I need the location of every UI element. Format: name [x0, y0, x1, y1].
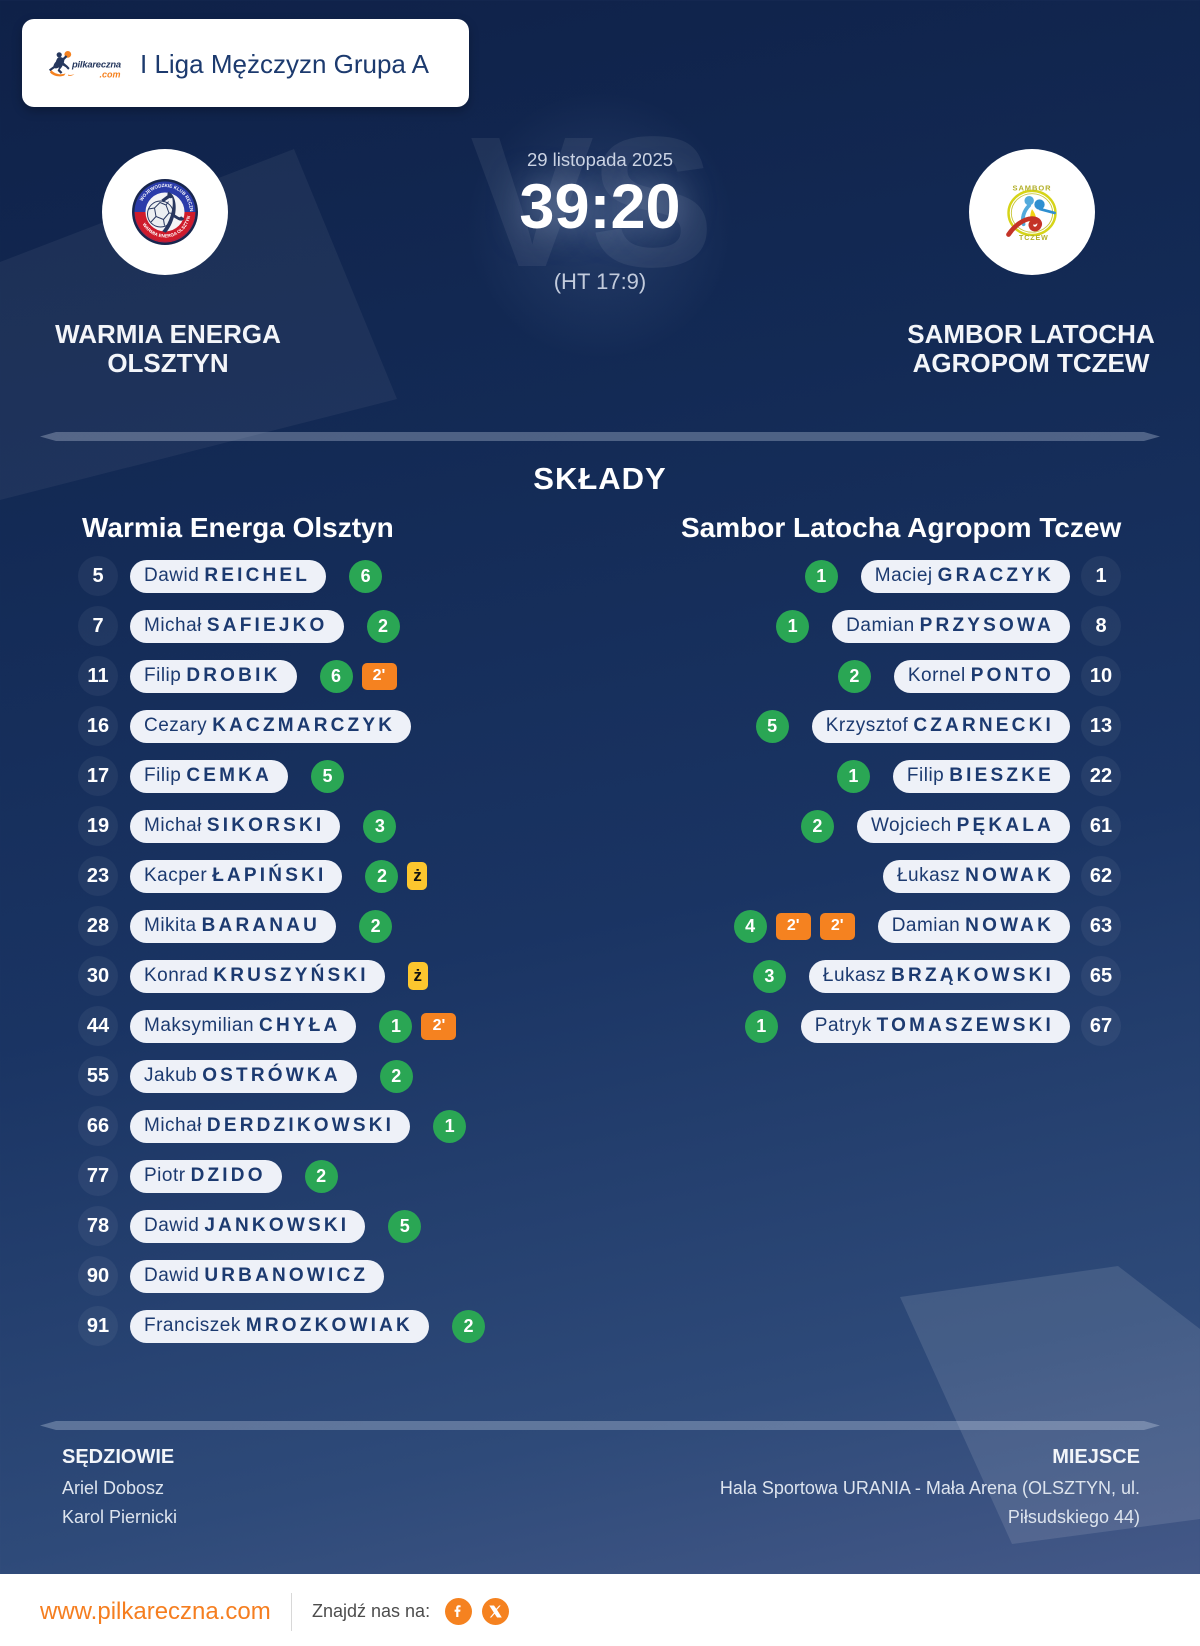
svg-text:.com: .com — [100, 70, 121, 80]
svg-text:TCZEW: TCZEW — [1019, 235, 1049, 242]
svg-text:SAMBOR: SAMBOR — [1013, 183, 1052, 192]
svg-text:pilkareczna: pilkareczna — [71, 59, 121, 70]
